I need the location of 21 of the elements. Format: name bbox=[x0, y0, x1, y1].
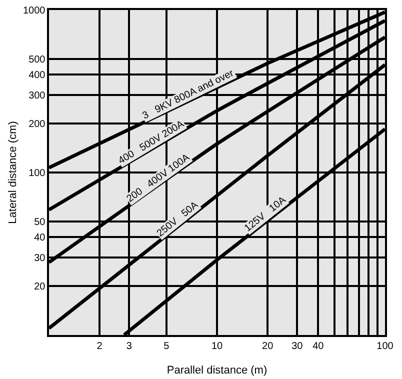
x-tick-label: 100 bbox=[376, 340, 394, 352]
x-tick-label: 30 bbox=[292, 340, 304, 352]
x-axis-title: Parallel distance (m) bbox=[166, 364, 268, 376]
y-tick-label: 40 bbox=[34, 232, 46, 244]
y-tick-label: 1000 bbox=[23, 6, 46, 16]
x-tick-label: 3 bbox=[126, 340, 132, 352]
x-tick-label: 10 bbox=[211, 340, 223, 352]
y-tick-label: 200 bbox=[28, 119, 46, 130]
y-tick-label: 50 bbox=[34, 216, 46, 228]
x-tick-label: 5 bbox=[164, 340, 170, 352]
y-tick-label: 300 bbox=[28, 90, 46, 102]
y-tick-label: 100 bbox=[28, 168, 46, 179]
y-tick-label: 20 bbox=[34, 282, 46, 293]
x-tick-label: 20 bbox=[262, 340, 274, 352]
y-axis-title: Lateral distance (cm) bbox=[7, 121, 20, 224]
y-tick-label: 500 bbox=[28, 54, 46, 66]
text: 3 9KV 800A and over bbox=[140, 68, 236, 122]
y-tick-label: 400 bbox=[28, 70, 46, 82]
x-tick-label: 2 bbox=[96, 340, 103, 352]
x-tick-label: 40 bbox=[312, 340, 324, 352]
y-tick-label: 30 bbox=[34, 252, 46, 264]
